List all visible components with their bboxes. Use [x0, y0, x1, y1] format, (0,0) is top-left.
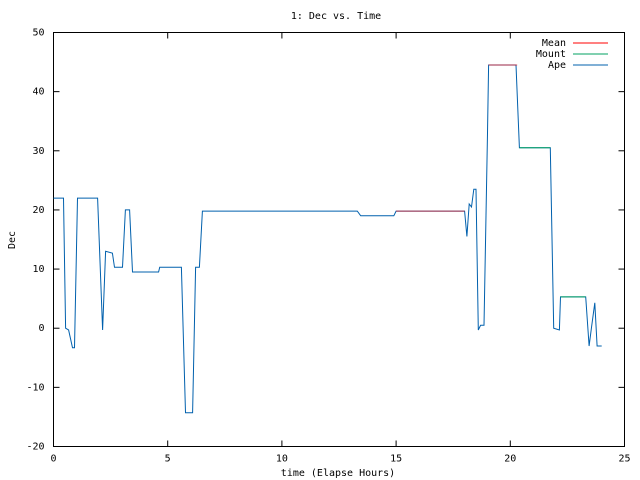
y-tick-label: -10	[26, 382, 44, 393]
series-line	[53, 64, 602, 414]
x-tick-label: 25	[618, 454, 630, 465]
legend-label: Ape	[548, 60, 566, 71]
x-tick-label: 20	[504, 454, 516, 465]
x-tick-label: 0	[50, 454, 56, 465]
y-tick-label: -20	[26, 442, 44, 453]
y-tick-label: 10	[32, 264, 44, 275]
plot-frame	[53, 32, 625, 447]
x-tick-label: 15	[390, 454, 402, 465]
chart-title: 1: Dec vs. Time	[291, 11, 381, 22]
series-line	[519, 147, 586, 298]
y-axis-label: Dec	[7, 231, 18, 249]
x-axis-label: time (Elapse Hours)	[281, 468, 395, 479]
y-tick-label: 50	[32, 28, 44, 39]
legend-label: Mount	[536, 49, 566, 60]
x-tick-label: 5	[165, 454, 171, 465]
y-tick-label: 40	[32, 87, 44, 98]
legend-label: Mean	[542, 38, 566, 49]
series-line	[396, 64, 518, 212]
x-tick-label: 10	[276, 454, 288, 465]
y-tick-label: 30	[32, 146, 44, 157]
y-tick-label: 0	[38, 323, 44, 334]
y-tick-label: 20	[32, 205, 44, 216]
